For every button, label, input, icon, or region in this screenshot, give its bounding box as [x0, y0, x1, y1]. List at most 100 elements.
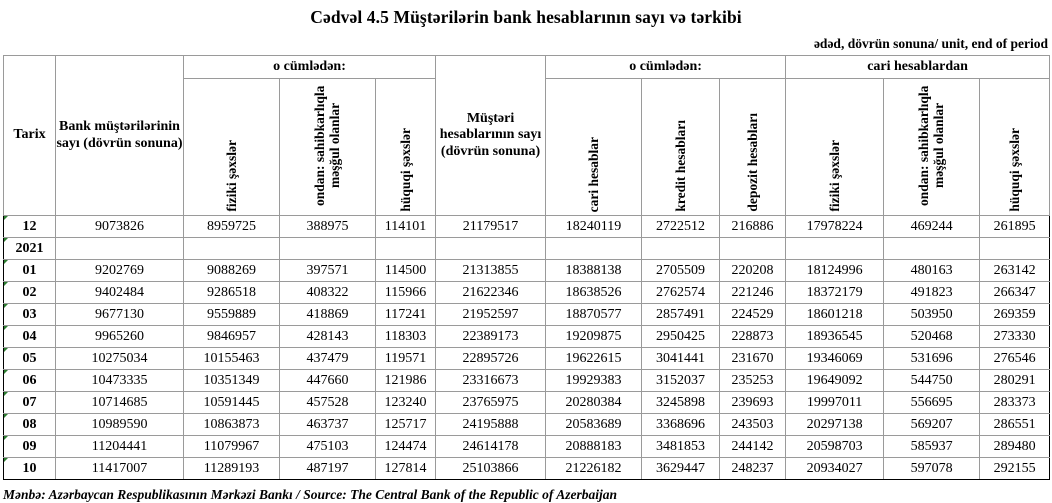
data-cell: 3152037	[641, 369, 721, 392]
col-header-deposit-accounts: depozit hesabları	[719, 78, 787, 216]
col-group-from-current-accounts: cari hesablardan	[785, 55, 1051, 79]
data-cell: 9402484	[55, 281, 184, 304]
table-row: 08 10989590 10863873 463737 125717 24195888 20…	[3, 413, 1051, 436]
data-cell: 127814	[374, 457, 437, 480]
col-header-credit-accounts: kredit hesabları	[641, 78, 721, 216]
row-date-cell: 01	[3, 259, 56, 282]
table-row: 2021	[3, 237, 1051, 260]
cell-warning-marker-icon	[4, 348, 8, 352]
table-row: 05 10275034 10155463 437479 119571 22895726 19…	[3, 347, 1051, 370]
data-cell: 10989590	[55, 413, 184, 436]
data-cell: 289480	[979, 435, 1051, 458]
col-header-individuals-1-label: fiziki şəxslər	[223, 140, 239, 212]
data-cell: 261895	[979, 215, 1051, 238]
data-cell: 224529	[719, 303, 787, 326]
data-cell: 3481853	[641, 435, 721, 458]
row-date-cell: 05	[3, 347, 56, 370]
row-date-cell: 07	[3, 391, 56, 414]
data-cell: 2722512	[641, 215, 721, 238]
col-header-individuals-2-label: fiziki şəxslər	[827, 140, 842, 212]
data-cell: 9073826	[55, 215, 184, 238]
row-date-cell: 2021	[3, 237, 56, 260]
table-row: 06 10473335 10351349 447660 121986 23316673 19…	[3, 369, 1051, 392]
data-cell: 11079967	[183, 435, 280, 458]
data-cell	[55, 237, 184, 260]
data-cell: 480163	[883, 259, 981, 282]
data-cell: 408322	[279, 281, 376, 304]
data-cell: 2857491	[641, 303, 721, 326]
data-cell: 243503	[719, 413, 787, 436]
data-cell: 503950	[883, 303, 981, 326]
table-row: 12 9073826 8959725 388975 114101 21179517 1824…	[3, 215, 1051, 238]
data-cell: 121986	[374, 369, 437, 392]
row-date-cell: 08	[3, 413, 56, 436]
cell-warning-marker-icon	[4, 282, 8, 286]
data-cell	[785, 237, 885, 260]
col-header-current-accounts-label: cari hesablar	[585, 136, 601, 212]
data-cell: 21226182	[545, 457, 643, 480]
data-cell: 388975	[279, 215, 376, 238]
data-cell: 216886	[719, 215, 787, 238]
table-body: 12 9073826 8959725 388975 114101 21179517 1824…	[3, 215, 1051, 480]
col-header-legal-1-label: hüquqi şəxslər	[397, 128, 413, 212]
data-cell: 266347	[979, 281, 1051, 304]
data-cell: 19997011	[785, 391, 885, 414]
data-cell: 23765975	[435, 391, 547, 414]
data-cell: 239693	[719, 391, 787, 414]
data-cell: 447660	[279, 369, 376, 392]
row-date-cell: 04	[3, 325, 56, 348]
data-cell: 269359	[979, 303, 1051, 326]
data-cell: 220208	[719, 259, 787, 282]
data-cell: 221246	[719, 281, 787, 304]
col-header-entrepreneurs-1-label: ondan: sahibkarlıqla məşğul olanlar	[312, 85, 343, 206]
data-cell: 11204441	[55, 435, 184, 458]
data-cell: 597078	[883, 457, 981, 480]
data-cell: 3629447	[641, 457, 721, 480]
data-cell: 286551	[979, 413, 1051, 436]
data-cell: 115966	[374, 281, 437, 304]
col-header-entrepreneurs-1: ondan: sahibkarlıqla məşğul olanlar	[279, 78, 376, 216]
data-cell: 9286518	[183, 281, 280, 304]
data-cell: 19649092	[785, 369, 885, 392]
col-header-legal-2: hüquqi şəxslər	[979, 78, 1051, 216]
data-cell: 123240	[374, 391, 437, 414]
data-cell: 10155463	[183, 347, 280, 370]
data-cell: 475103	[279, 435, 376, 458]
data-cell: 18936545	[785, 325, 885, 348]
table-row: 07 10714685 10591445 457528 123240 23765975 20…	[3, 391, 1051, 414]
data-cell	[979, 237, 1051, 260]
data-cell: 10473335	[55, 369, 184, 392]
data-cell: 24614178	[435, 435, 547, 458]
row-date-cell: 06	[3, 369, 56, 392]
data-cell: 9846957	[183, 325, 280, 348]
data-cell: 8959725	[183, 215, 280, 238]
data-cell: 10863873	[183, 413, 280, 436]
data-cell: 520468	[883, 325, 981, 348]
data-cell: 9202769	[55, 259, 184, 282]
data-cell: 231670	[719, 347, 787, 370]
data-cell: 11289193	[183, 457, 280, 480]
table-row: 01 9202769 9088269 397571 114500 21313855 1838…	[3, 259, 1051, 282]
col-group-of-which-1: o cümlədən:	[182, 55, 437, 79]
col-header-date: Tarix	[3, 55, 56, 216]
data-cell: 119571	[374, 347, 437, 370]
col-header-current-accounts: cari hesablar	[545, 78, 643, 216]
data-cell	[719, 237, 787, 260]
col-header-legal-1: hüquqi şəxslər	[374, 78, 437, 216]
data-cell: 2762574	[641, 281, 721, 304]
col-header-entrepreneurs-2-label: ondan: sahibkarlıqla məşğul olanlar	[916, 85, 947, 206]
col-header-accounts-total: Müştəri hesablarının sayı (dövrün sonuna…	[435, 55, 547, 216]
data-cell: 263142	[979, 259, 1051, 282]
data-cell: 418869	[279, 303, 376, 326]
data-cell: 20888183	[545, 435, 643, 458]
cell-warning-marker-icon	[4, 392, 8, 396]
cell-warning-marker-icon	[4, 326, 8, 330]
data-cell	[374, 237, 437, 260]
data-cell: 10714685	[55, 391, 184, 414]
data-cell: 18388138	[545, 259, 643, 282]
data-cell: 25103866	[435, 457, 547, 480]
data-cell: 437479	[279, 347, 376, 370]
data-cell: 397571	[279, 259, 376, 282]
data-cell: 19209875	[545, 325, 643, 348]
data-cell: 2705509	[641, 259, 721, 282]
